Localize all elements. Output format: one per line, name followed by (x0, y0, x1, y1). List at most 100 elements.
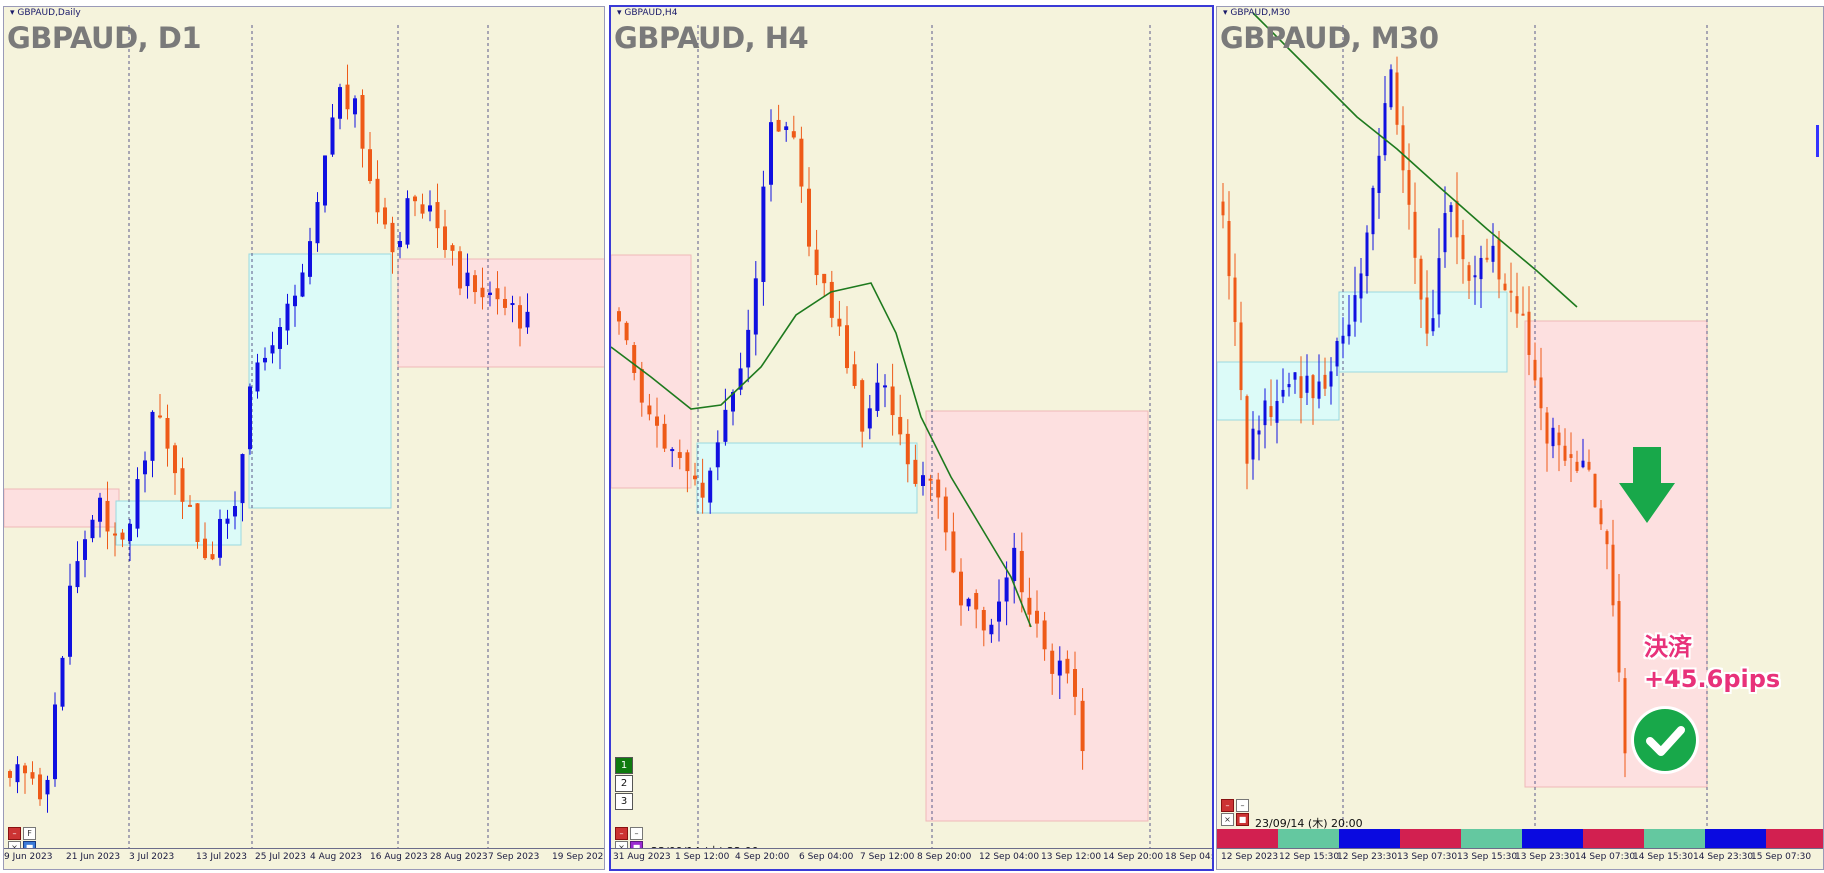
bear-candle (860, 380, 865, 432)
session-block (1766, 829, 1823, 849)
bear-candle (1019, 550, 1024, 593)
minimize-button[interactable]: – (1221, 799, 1234, 812)
bull-candle (784, 126, 789, 130)
bear-candle (1497, 239, 1501, 280)
bear-candle (390, 222, 395, 253)
candle-chart-h4[interactable] (611, 7, 1212, 869)
bear-candle (210, 554, 215, 560)
bear-candle (807, 188, 811, 247)
bull-candle (1263, 400, 1267, 426)
settlement-label: 決済 (1644, 633, 1692, 661)
bull-candle (723, 409, 728, 442)
bull-candle (1551, 427, 1555, 447)
bear-candle (1467, 265, 1471, 281)
bear-candle (23, 765, 27, 774)
bear-candle (1575, 461, 1579, 471)
settings-icon[interactable]: ■ (1236, 813, 1249, 826)
time-axis-label: 8 Sep 20:00 (917, 852, 972, 862)
bear-candle (624, 322, 629, 341)
candle-chart-m30[interactable] (1217, 7, 1823, 869)
bear-candle (1425, 297, 1429, 334)
symbol-label: GBPAUD, D1 (7, 21, 202, 55)
timeframe-button-3[interactable]: 3 (615, 793, 633, 810)
bear-candle (1569, 454, 1573, 458)
bull-candle (270, 345, 275, 354)
time-axis-label: 13 Sep 15:30 (1457, 852, 1518, 862)
bear-candle (1503, 283, 1507, 291)
session-block (1644, 829, 1705, 849)
bull-candle (98, 497, 102, 522)
bull-candle (875, 382, 880, 411)
bull-candle (1353, 295, 1357, 322)
bear-candle (458, 251, 462, 289)
bear-candle (1042, 620, 1047, 650)
bull-candle (1257, 430, 1261, 435)
bear-candle (1557, 432, 1561, 446)
bear-candle (435, 202, 440, 229)
bear-candle (1623, 678, 1627, 754)
bear-candle (105, 500, 110, 532)
restore-button[interactable]: – (630, 827, 643, 840)
bull-candle (1581, 460, 1585, 468)
bear-candle (822, 273, 827, 284)
bear-candle (677, 452, 682, 458)
bear-candle (799, 138, 804, 187)
f-button[interactable]: F (23, 827, 36, 840)
bull-candle (867, 408, 872, 429)
session-block (1705, 829, 1766, 849)
time-axis-label: 28 Aug 2023 (430, 852, 488, 862)
timeframe-button-2[interactable]: 2 (615, 775, 633, 792)
bear-candle (383, 207, 387, 225)
bear-candle (1080, 700, 1085, 752)
bull-candle (1371, 187, 1375, 235)
bull-candle (1293, 372, 1297, 380)
bull-candle (1329, 371, 1333, 387)
bear-candle (1545, 412, 1549, 444)
minimize-button[interactable]: – (615, 827, 628, 840)
bull-candle (746, 329, 751, 368)
time-axis-label: 16 Aug 2023 (370, 852, 428, 862)
bear-candle (647, 405, 652, 415)
bear-candle (1401, 125, 1405, 171)
time-axis-label: 18 Sep 04:00 (1165, 852, 1214, 862)
close-icon[interactable]: × (1221, 813, 1234, 826)
bar-datetime: 23/09/14 (木) 20:00 (1255, 817, 1363, 830)
time-axis-label: 14 Sep 15:30 (1633, 852, 1694, 862)
chart-pane-h4[interactable]: ▾ GBPAUD,H4 GBPAUD, H4 1 2 3 – – × ■ 23/… (609, 5, 1214, 871)
bear-candle (1509, 290, 1513, 293)
bear-candle (1323, 374, 1327, 389)
chart-pane-d1[interactable]: ▾ GBPAUD,Daily GBPAUD, D1 – F × ■ 9 Jun … (3, 6, 605, 870)
bull-candle (255, 362, 260, 392)
chart-pane-m30[interactable]: ▾ GBPAUD,M30 GBPAUD, M30 – – × ■ 23/09/1… (1216, 6, 1824, 870)
bull-candle (263, 357, 267, 363)
restore-button[interactable]: – (1236, 799, 1249, 812)
time-axis-label: 31 Aug 2023 (613, 852, 671, 862)
bear-candle (1299, 376, 1303, 399)
pane-controls: – – (615, 827, 643, 840)
session-block (1522, 829, 1583, 849)
candle-chart-d1[interactable] (4, 7, 604, 869)
pane-controls-2: × ■ (1221, 813, 1249, 826)
bear-candle (791, 131, 796, 138)
bear-candle (503, 298, 507, 308)
bull-candle (1473, 275, 1477, 278)
supply-zone (397, 258, 604, 368)
bear-candle (1221, 201, 1225, 216)
pane-title: ▾ GBPAUD,H4 (617, 8, 678, 18)
bear-candle (1065, 658, 1070, 674)
minimize-button[interactable]: – (8, 827, 21, 840)
bear-candle (617, 311, 621, 322)
supply-zone (611, 254, 692, 489)
pane-controls: – F (8, 827, 36, 840)
bear-candle (1269, 406, 1273, 418)
bull-candle (278, 326, 282, 349)
timeframe-button-1[interactable]: 1 (615, 757, 633, 774)
bull-candle (1317, 381, 1321, 399)
bear-candle (1227, 221, 1231, 277)
bear-candle (1073, 668, 1077, 697)
bull-candle (488, 292, 492, 295)
bull-candle (921, 475, 925, 486)
bull-candle (150, 411, 155, 461)
session-strip (1217, 829, 1823, 849)
bear-candle (1605, 531, 1609, 545)
